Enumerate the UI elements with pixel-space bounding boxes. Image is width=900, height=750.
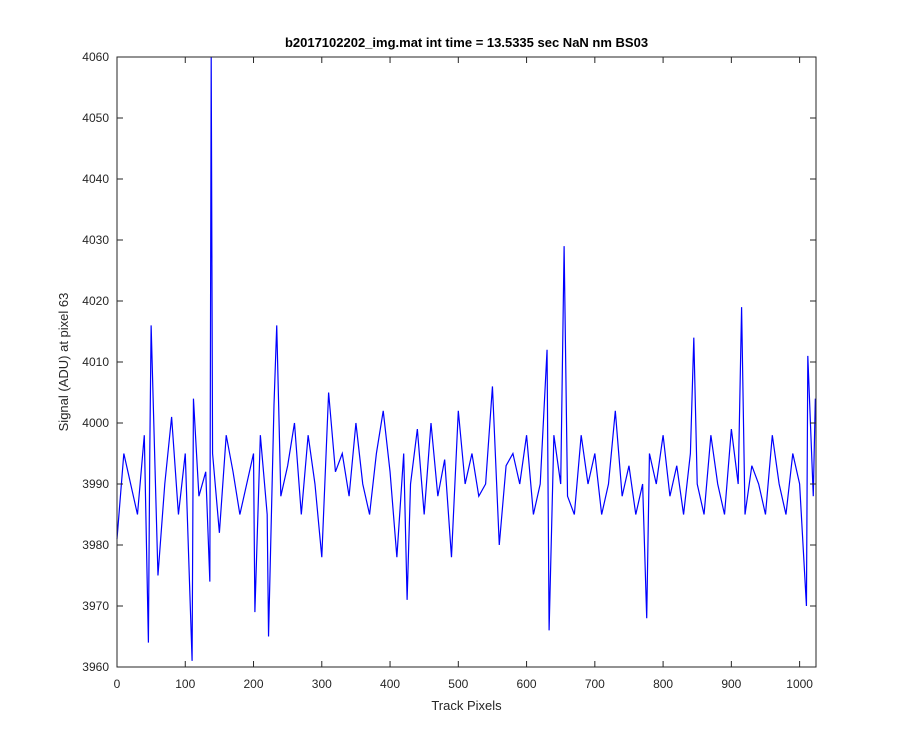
x-tick-label-6: 600 — [517, 677, 537, 691]
x-tick-label-9: 900 — [721, 677, 741, 691]
x-tick-label-4: 400 — [380, 677, 400, 691]
y-tick-label-1: 3970 — [82, 599, 109, 613]
series-line-0 — [116, 56, 816, 661]
y-tick-label-8: 4040 — [82, 172, 109, 186]
y-axis: 3960 3970 3980 3990 4000 4010 4020 4030 4040 4050… — [82, 50, 816, 674]
plot-area — [117, 57, 816, 667]
x-tick-label-8: 800 — [653, 677, 673, 691]
x-tick-label-5: 500 — [448, 677, 468, 691]
x-tick-label-3: 300 — [312, 677, 332, 691]
y-tick-label-6: 4020 — [82, 294, 109, 308]
x-tick-label-1: 100 — [175, 677, 195, 691]
y-tick-label-3: 3990 — [82, 477, 109, 491]
x-tick-label-7: 700 — [585, 677, 605, 691]
x-axis-label: Track Pixels — [431, 698, 502, 713]
y-tick-label-4: 4000 — [82, 416, 109, 430]
chart-marks — [116, 56, 816, 661]
y-axis-label: Signal (ADU) at pixel 63 — [56, 293, 71, 432]
y-tick-label-2: 3980 — [82, 538, 109, 552]
x-tick-label-0: 0 — [114, 677, 121, 691]
x-tick-label-2: 200 — [244, 677, 264, 691]
y-tick-label-5: 4010 — [82, 355, 109, 369]
y-tick-label-7: 4030 — [82, 233, 109, 247]
y-tick-label-9: 4050 — [82, 111, 109, 125]
x-axis: 0 100 200 300 400 500 600 700 800 900 1000 — [114, 57, 813, 691]
y-tick-label-0: 3960 — [82, 660, 109, 674]
x-tick-label-10: 1000 — [786, 677, 813, 691]
y-tick-label-10: 4060 — [82, 50, 109, 64]
chart-title: b2017102202_img.mat int time = 13.5335 s… — [285, 35, 648, 50]
